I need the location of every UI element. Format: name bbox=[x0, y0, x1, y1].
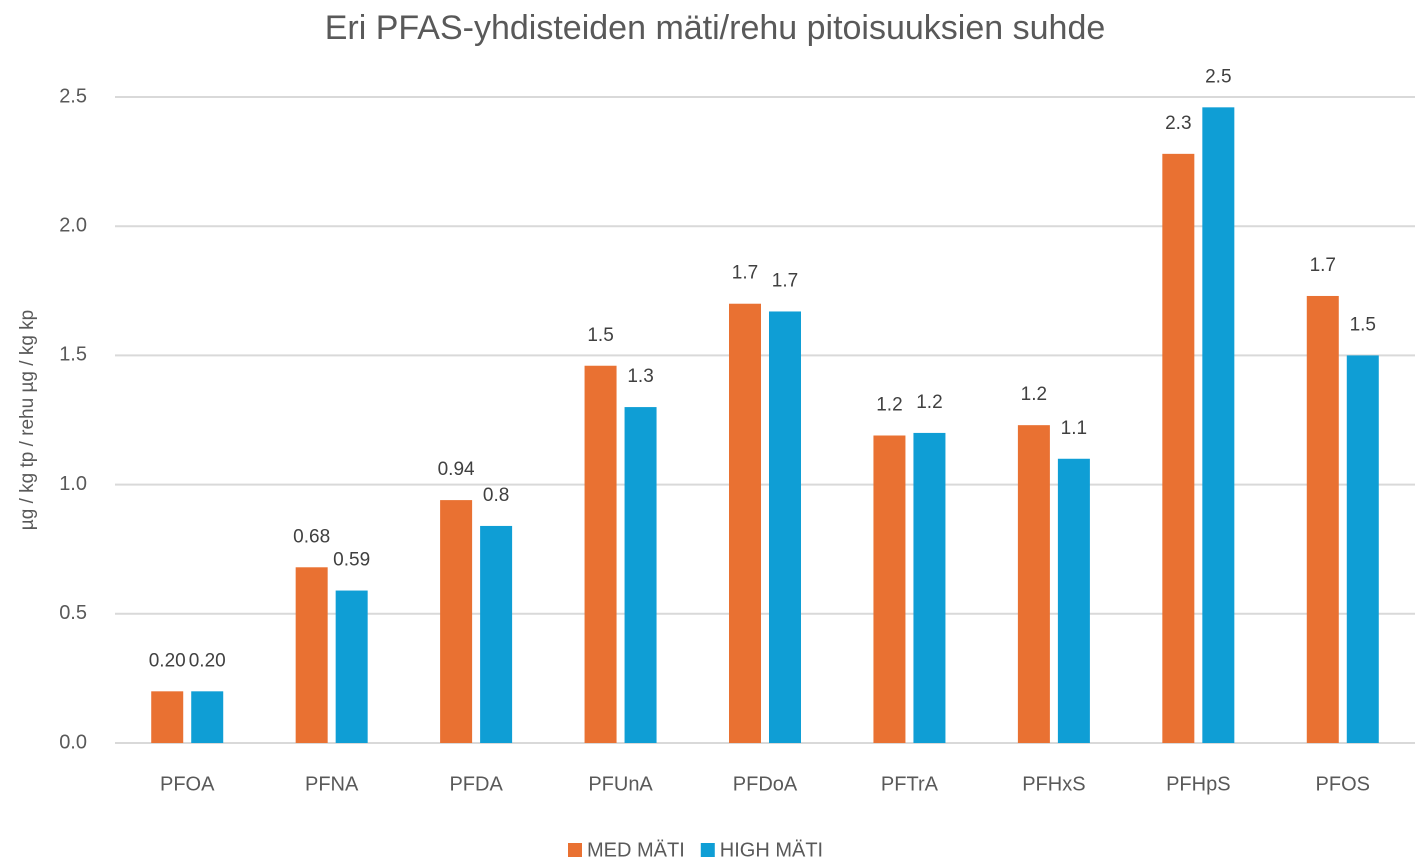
x-tick-label: PFTrA bbox=[881, 773, 939, 795]
y-axis-label: µg / kg tp / rehu µg / kg kp bbox=[17, 310, 38, 530]
legend-swatch bbox=[568, 843, 582, 857]
chart-title: Eri PFAS-yhdisteiden mäti/rehu pitoisuuk… bbox=[325, 9, 1106, 47]
bar bbox=[1202, 107, 1235, 743]
value-label: 0.68 bbox=[293, 526, 330, 547]
legend-label: MED MÄTI bbox=[587, 839, 685, 861]
bar bbox=[440, 500, 473, 743]
bar bbox=[1057, 458, 1090, 743]
bar bbox=[335, 590, 368, 743]
y-tick-label: 0.5 bbox=[59, 602, 87, 624]
bar bbox=[769, 311, 801, 743]
bar bbox=[729, 303, 761, 743]
bar bbox=[873, 435, 906, 743]
bar bbox=[295, 567, 328, 743]
x-tick-label: PFOS bbox=[1316, 773, 1370, 795]
y-tick-label: 1.0 bbox=[59, 473, 87, 495]
value-label: 1.2 bbox=[916, 392, 942, 413]
value-label: 1.7 bbox=[772, 270, 798, 291]
value-label: 1.1 bbox=[1061, 418, 1087, 439]
y-tick-label: 2.0 bbox=[59, 214, 87, 236]
value-label: 1.7 bbox=[1310, 255, 1336, 276]
bar bbox=[480, 525, 513, 743]
value-label: 1.5 bbox=[1350, 314, 1376, 335]
value-label: 2.5 bbox=[1205, 66, 1231, 87]
value-label: 1.2 bbox=[876, 395, 902, 416]
value-label: 1.7 bbox=[732, 263, 758, 284]
value-label: 0.20 bbox=[189, 650, 226, 671]
bar bbox=[913, 432, 946, 743]
value-label: 0.94 bbox=[438, 459, 475, 480]
bar bbox=[1162, 153, 1195, 743]
y-tick-label: 0.0 bbox=[59, 731, 87, 753]
x-tick-label: PFDoA bbox=[733, 773, 798, 795]
legend-label: HIGH MÄTI bbox=[720, 839, 823, 861]
y-tick-label: 1.5 bbox=[59, 344, 87, 366]
legend-swatch bbox=[700, 843, 715, 857]
bar bbox=[624, 407, 657, 743]
bar bbox=[584, 365, 617, 743]
x-tick-label: PFUnA bbox=[588, 773, 653, 795]
bar bbox=[151, 691, 184, 743]
x-tick-label: PFHpS bbox=[1166, 773, 1230, 795]
bar bbox=[1346, 355, 1379, 743]
value-label: 1.5 bbox=[587, 325, 613, 346]
x-tick-label: PFDA bbox=[449, 773, 503, 795]
value-label: 0.59 bbox=[333, 550, 370, 571]
bar bbox=[191, 691, 224, 743]
value-label: 0.8 bbox=[483, 485, 509, 506]
value-label: 1.3 bbox=[627, 366, 653, 387]
x-tick-label: PFNA bbox=[305, 773, 359, 795]
value-label: 2.3 bbox=[1165, 113, 1191, 134]
value-label: 1.2 bbox=[1021, 384, 1047, 405]
y-tick-label: 2.5 bbox=[59, 85, 87, 107]
bar bbox=[1017, 425, 1050, 743]
x-tick-label: PFHxS bbox=[1022, 773, 1085, 795]
bar bbox=[1306, 295, 1339, 743]
value-label: 0.20 bbox=[149, 650, 186, 671]
x-tick-label: PFOA bbox=[160, 773, 215, 795]
